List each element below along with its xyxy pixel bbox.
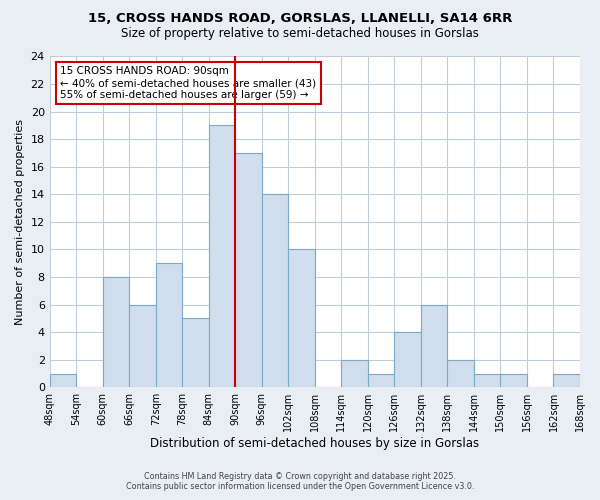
Bar (289, 250, 315, 388)
Text: Contains HM Land Registry data © Crown copyright and database right 2025.
Contai: Contains HM Land Registry data © Crown c… (126, 472, 474, 491)
Bar (474, 374, 500, 388)
Bar (368, 374, 394, 388)
Text: Size of property relative to semi-detached houses in Gorslas: Size of property relative to semi-detach… (121, 28, 479, 40)
Bar (156, 264, 182, 388)
Bar (103, 277, 129, 388)
Bar (341, 360, 368, 388)
Text: 15 CROSS HANDS ROAD: 90sqm
← 40% of semi-detached houses are smaller (43)
55% of: 15 CROSS HANDS ROAD: 90sqm ← 40% of semi… (60, 66, 316, 100)
X-axis label: Distribution of semi-detached houses by size in Gorslas: Distribution of semi-detached houses by … (150, 437, 479, 450)
Bar (553, 374, 580, 388)
Bar (235, 153, 262, 388)
Bar (129, 304, 156, 388)
Bar (182, 318, 209, 388)
Y-axis label: Number of semi-detached properties: Number of semi-detached properties (15, 119, 25, 325)
Text: 15, CROSS HANDS ROAD, GORSLAS, LLANELLI, SA14 6RR: 15, CROSS HANDS ROAD, GORSLAS, LLANELLI,… (88, 12, 512, 26)
Bar (421, 304, 448, 388)
Bar (500, 374, 527, 388)
Bar (50, 374, 76, 388)
Bar (448, 360, 474, 388)
Bar (394, 332, 421, 388)
Bar (262, 194, 289, 388)
Bar (209, 126, 235, 388)
